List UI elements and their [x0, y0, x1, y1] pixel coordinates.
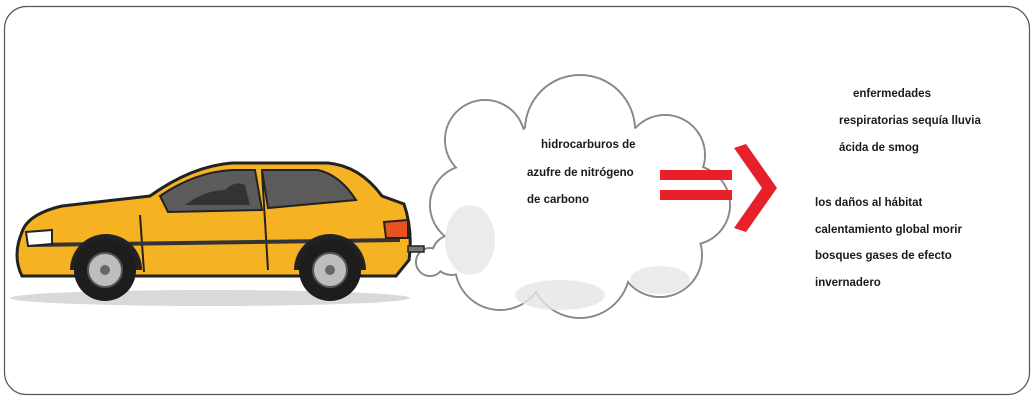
- diagram: hidrocarburos de azufre de nitrógeno de …: [0, 0, 1034, 401]
- effect-text: bosques gases de efecto: [815, 250, 952, 262]
- effect-text: enfermedades: [853, 88, 931, 100]
- effect-text: invernadero: [815, 277, 881, 289]
- effect-text: los daños al hábitat: [815, 197, 923, 209]
- cloud-text: hidrocarburos de: [541, 139, 636, 151]
- cloud-text: de carbono: [527, 194, 589, 206]
- cloud-text: azufre de nitrógeno: [527, 167, 634, 179]
- effect-text: respiratorias sequía lluvia: [839, 115, 982, 127]
- effect-text: calentamiento global morir: [815, 224, 962, 236]
- effect-text: ácida de smog: [839, 142, 919, 154]
- page: hidrocarburos de azufre de nitrógeno de …: [0, 0, 1034, 401]
